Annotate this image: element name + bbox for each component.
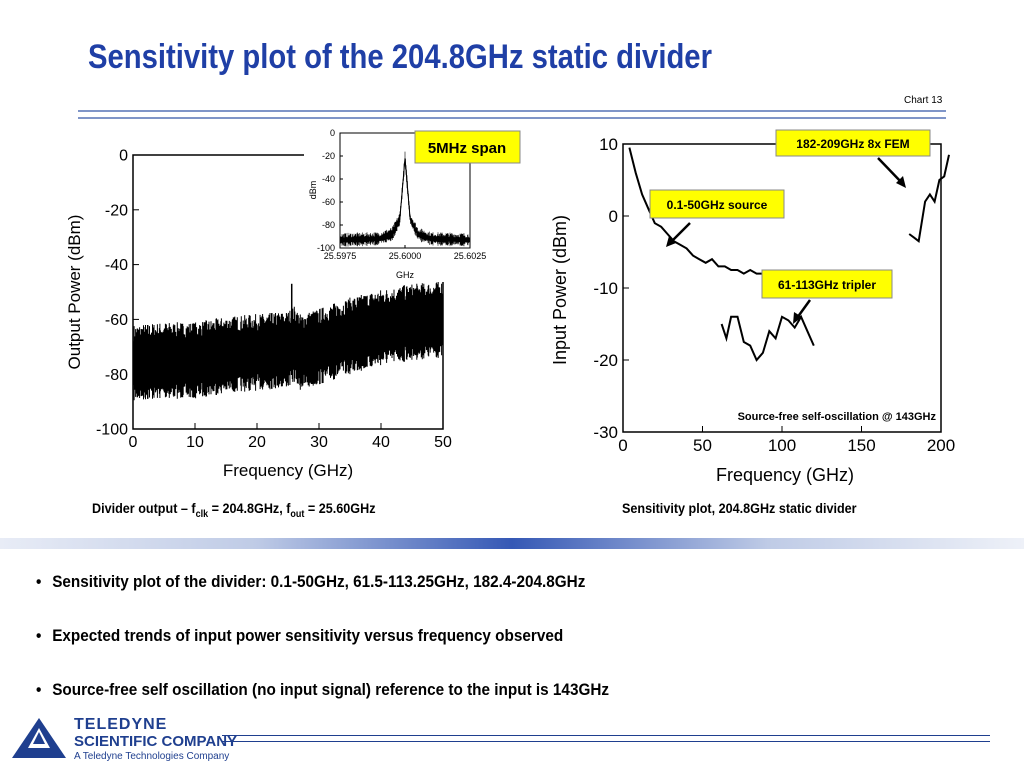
right-x-tick-label: 0 bbox=[618, 436, 627, 455]
left-y-tick-label: -20 bbox=[105, 202, 128, 219]
right-x-tick-label: 50 bbox=[693, 436, 712, 455]
bullet-item: Source-free self oscillation (no input s… bbox=[36, 680, 609, 734]
left-noise-band bbox=[133, 281, 444, 401]
span-callout-box bbox=[414, 130, 521, 164]
source-callout-text: 0.1-50GHz source bbox=[667, 198, 768, 212]
inset-spectrum-chart: 25.5975 25.6000 25.6025 0-20-40-60-80-100 … bbox=[304, 126, 486, 282]
left-x-tick-label: 40 bbox=[372, 434, 390, 451]
left-y-tick-label: -80 bbox=[105, 367, 128, 384]
source-callout: 0.1-50GHz source bbox=[649, 189, 785, 247]
left-x-tick-label: 20 bbox=[248, 434, 266, 451]
slide-title: Sensitivity plot of the 204.8GHz static … bbox=[88, 38, 712, 76]
left-y-tick-label: -100 bbox=[96, 422, 128, 439]
right-x-tick-label: 100 bbox=[768, 436, 796, 455]
left-x-tick-label: 0 bbox=[129, 434, 138, 451]
sensitivity-chart: 0 50 100 150 200 100-10-20-30 Frequency (GHz… bbox=[550, 135, 955, 485]
left-noise-trace bbox=[133, 281, 444, 401]
sensitivity-series-2 bbox=[720, 314, 815, 362]
fem-callout-box bbox=[775, 129, 931, 157]
tripler-callout-text: 61-113GHz tripler bbox=[778, 278, 876, 292]
divider-band bbox=[0, 538, 1024, 549]
tripler-callout: 61-113GHz tripler bbox=[761, 269, 893, 324]
right-y-tick-label: -20 bbox=[593, 351, 618, 370]
self-oscillation-note: Source-free self-oscillation @ 143GHz bbox=[738, 411, 937, 423]
fem-arrow-line bbox=[877, 157, 904, 185]
right-y-tick-label: -30 bbox=[593, 423, 618, 442]
right-x-tick-label: 150 bbox=[847, 436, 875, 455]
company-tagline: A Teledyne Technologies Company bbox=[74, 751, 230, 762]
source-arrow-line bbox=[670, 222, 691, 243]
fem-callout: 182-209GHz 8x FEM bbox=[775, 129, 931, 188]
span-callout: 5MHz span bbox=[414, 130, 521, 164]
left-y-tick-label: -60 bbox=[105, 312, 128, 329]
left-x-tick-label: 10 bbox=[186, 434, 204, 451]
tripler-callout-box bbox=[761, 269, 893, 299]
tripler-arrow-head bbox=[793, 312, 802, 324]
right-caption: Sensitivity plot, 204.8GHz static divide… bbox=[622, 500, 857, 516]
right-y-tick-label: 10 bbox=[599, 135, 618, 154]
charts-area: 0 10 20 30 40 50 0-20-40-60-80-100 Frequency … bbox=[65, 126, 956, 485]
left-y-tick-label: 0 bbox=[119, 148, 128, 165]
chart-number: Chart 13 bbox=[904, 95, 943, 106]
inset-y-tick-label: 0 bbox=[330, 128, 335, 138]
inset-y-tick-label: -40 bbox=[322, 174, 335, 184]
left-y-axis-label: Output Power (dBm) bbox=[65, 215, 84, 370]
fem-arrow-head bbox=[896, 176, 906, 188]
company-name-line2: SCIENTIFIC COMPANY bbox=[74, 733, 238, 750]
right-x-axis-label: Frequency (GHz) bbox=[716, 465, 854, 485]
title-rule-bottom bbox=[78, 117, 946, 119]
footer-rule-top bbox=[222, 735, 990, 736]
source-callout-box bbox=[649, 189, 785, 219]
inset-y-tick-label: -20 bbox=[322, 151, 335, 161]
inset-x-tick-label: 25.6000 bbox=[389, 251, 422, 261]
sensitivity-series-1 bbox=[628, 147, 783, 279]
inset-y-tick-label: -80 bbox=[322, 220, 335, 230]
bullet-list: Sensitivity plot of the divider: 0.1-50G… bbox=[36, 572, 673, 734]
bullet-item: Sensitivity plot of the divider: 0.1-50G… bbox=[36, 572, 609, 626]
right-x-tick-label: 200 bbox=[927, 436, 955, 455]
span-callout-text: 5MHz span bbox=[428, 140, 506, 157]
inset-x-axis-label: GHz bbox=[396, 270, 415, 280]
inset-peak-line bbox=[339, 158, 471, 241]
inset-x-tick-label: 25.5975 bbox=[324, 251, 357, 261]
fem-callout-text: 182-209GHz 8x FEM bbox=[796, 137, 909, 151]
bullet-item: Expected trends of input power sensitivi… bbox=[36, 626, 609, 680]
left-caption: Divider output – fclk = 204.8GHz, fout =… bbox=[92, 500, 376, 520]
inset-y-tick-label: -60 bbox=[322, 197, 335, 207]
sensitivity-series-3 bbox=[908, 154, 950, 244]
tripler-arrow-line bbox=[795, 299, 812, 319]
teledyne-logo-icon bbox=[12, 718, 66, 758]
left-x-tick-label: 30 bbox=[310, 434, 328, 451]
right-y-axis-label: Input Power (dBm) bbox=[550, 215, 570, 365]
source-arrow-head bbox=[666, 236, 676, 247]
title-rule-top bbox=[78, 110, 946, 112]
left-x-axis-label: Frequency (GHz) bbox=[223, 461, 353, 480]
company-name-line1: TELEDYNE bbox=[74, 716, 168, 733]
right-y-tick-label: 0 bbox=[609, 207, 618, 226]
inset-y-tick-label: -100 bbox=[317, 243, 335, 253]
left-y-tick-label: -40 bbox=[105, 257, 128, 274]
footer-rule-bottom bbox=[222, 741, 990, 742]
inset-x-tick-label: 25.6025 bbox=[454, 251, 487, 261]
left-x-tick-label: 50 bbox=[434, 434, 452, 451]
right-y-tick-label: -10 bbox=[593, 279, 618, 298]
inset-y-axis-label: dBm bbox=[308, 181, 318, 200]
